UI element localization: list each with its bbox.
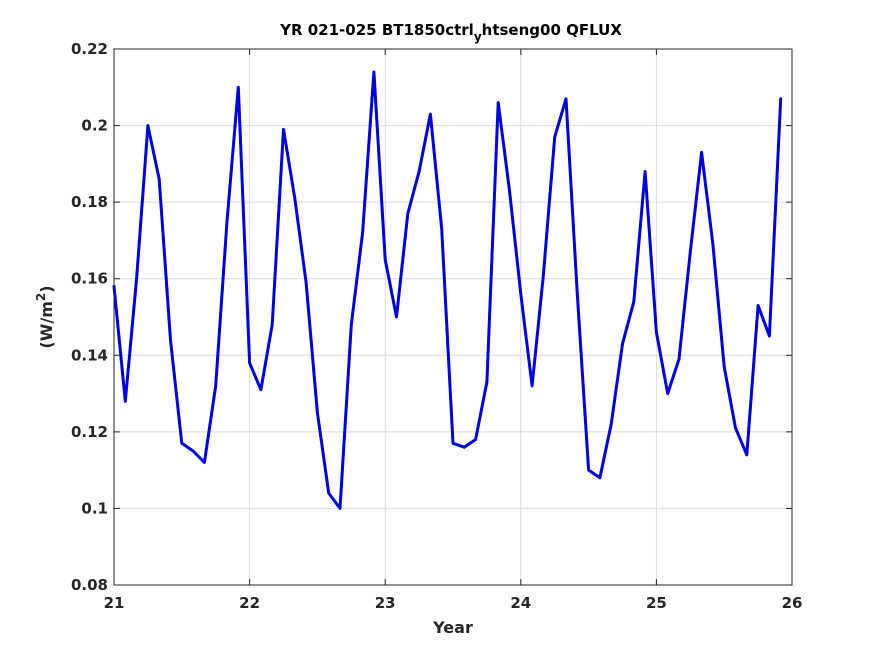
y-axis-label: (W/m2) [34, 285, 56, 348]
plot-area: 21 22 23 24 25 26 0.080.10.120.140.160.180.20… [71, 40, 802, 612]
x-tick-label: 22 [239, 594, 260, 612]
axes-box [113, 48, 793, 586]
y-tick-label: 0.16 [71, 270, 108, 288]
qflux-series-line [112, 70, 783, 510]
tick-marks [113, 48, 793, 586]
x-tick-label: 25 [646, 594, 667, 612]
x-tick-label: 21 [104, 594, 125, 612]
chart-title: YR 021-025 BT1850ctrlyhtseng00 QFLUX [279, 21, 622, 44]
y-tick-label: 0.1 [81, 499, 108, 517]
x-tick-label: 24 [510, 594, 531, 612]
x-axis-label: Year [432, 618, 473, 637]
y-tick-labels: 0.08 0.1 0.12 0.14 0.16 0.18 0.2 0.22 [71, 40, 108, 594]
y-tick-label: 0.12 [71, 423, 108, 441]
y-tick-label: 0.18 [71, 193, 108, 211]
x-tick-label: 26 [782, 594, 803, 612]
axes-background [114, 49, 792, 585]
y-tick-label: 0.22 [71, 40, 108, 58]
x-tick-labels: 21 22 23 24 25 26 [104, 594, 803, 612]
y-tick-label: 0.2 [81, 117, 108, 135]
series-group [112, 70, 783, 510]
y-tick-label: 0.08 [71, 576, 108, 594]
y-tick-label: 0.14 [71, 346, 108, 364]
x-tick-label: 23 [375, 594, 396, 612]
